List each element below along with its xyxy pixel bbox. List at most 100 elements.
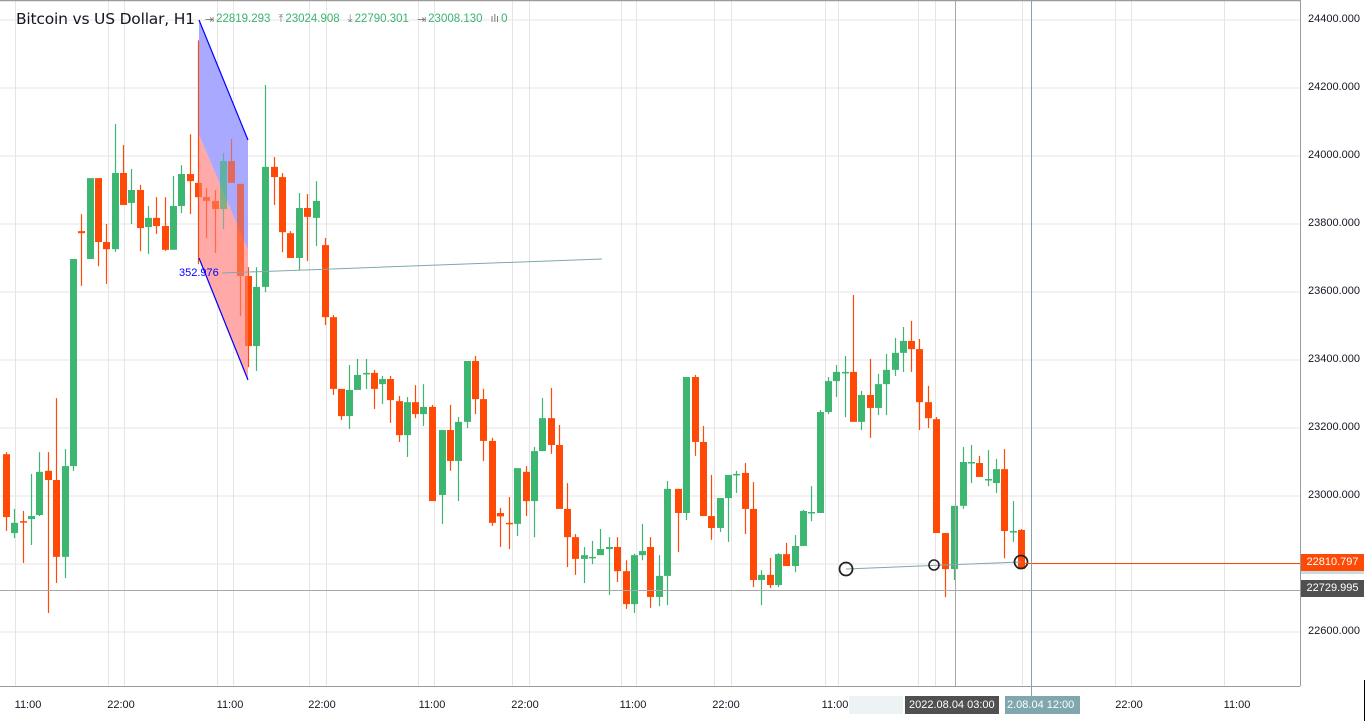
candle-body: [916, 349, 923, 403]
candle: [170, 176, 177, 250]
candle-body: [647, 547, 654, 597]
candle: [145, 205, 152, 254]
candle: [976, 455, 983, 477]
candle: [531, 447, 538, 538]
candle: [322, 237, 329, 325]
candle: [379, 375, 386, 404]
candle-body: [279, 177, 286, 233]
candle-body: [36, 471, 43, 516]
candle-body: [564, 508, 571, 538]
candle: [153, 197, 160, 234]
candle-body: [1010, 531, 1017, 533]
trend-anchor-circle: [928, 559, 940, 571]
candle-body: [614, 547, 621, 572]
candle-body: [742, 472, 749, 509]
candle: [120, 145, 127, 205]
candle: [1001, 449, 1008, 559]
candle: [767, 557, 774, 589]
time-axis-label: 11:00: [821, 699, 849, 711]
candle: [758, 570, 765, 606]
candle: [78, 214, 85, 286]
candle: [11, 508, 18, 539]
time-axis-label: 22:00: [511, 699, 539, 711]
candle: [523, 466, 530, 517]
candle-body: [3, 454, 10, 518]
price-axis-label: 24400.000: [1308, 13, 1360, 25]
candle-body: [447, 430, 454, 461]
candle: [750, 482, 757, 588]
candle-body: [387, 379, 394, 401]
candle: [95, 178, 102, 267]
candle: [792, 535, 799, 573]
candle-body: [346, 389, 353, 417]
candle-body: [597, 549, 604, 556]
candle-body: [153, 217, 160, 227]
candle-body: [531, 451, 538, 502]
time-axis-label: 11:00: [619, 699, 647, 711]
candle: [589, 540, 596, 564]
open-value: ⇥ 22819.293: [204, 13, 271, 26]
candle-body: [228, 161, 235, 183]
candle-body: [70, 259, 77, 467]
ohlc-values: ⇥ 22819.293 ⤒ 23024.908 ⤓ 22790.301 ⇥ 23008.…: [205, 13, 516, 26]
candle: [664, 481, 671, 606]
time-axis-label: 22:00: [308, 699, 336, 711]
candle-body: [506, 522, 513, 525]
candle-body: [439, 430, 446, 495]
candle-body: [62, 466, 69, 557]
current-price-tag: 22810.797: [1301, 554, 1364, 571]
triangle-drawing[interactable]: [199, 20, 248, 380]
trend-lines[interactable]: [198, 19, 1300, 577]
candle: [817, 409, 824, 513]
candle-body: [708, 516, 715, 528]
candle: [656, 555, 663, 607]
candle: [279, 173, 286, 253]
candle-body: [87, 178, 94, 260]
price-axis-label: 24200.000: [1308, 81, 1360, 93]
candle: [960, 447, 967, 509]
candle-body: [1018, 530, 1025, 570]
crosshair-price-tag: 22729.995: [1301, 580, 1364, 597]
open-arrow-icon: ⇥: [204, 13, 215, 26]
candle-body: [675, 488, 682, 513]
candle: [396, 396, 403, 442]
candle-body: [371, 372, 378, 389]
candle-body: [112, 173, 119, 250]
candle: [162, 197, 169, 251]
candle-body: [631, 555, 638, 605]
candle: [614, 537, 621, 583]
hidden-price-tag: [1301, 571, 1364, 574]
candle-body: [942, 533, 949, 570]
candle-body: [178, 174, 185, 206]
price-axis-label: 23200.000: [1308, 421, 1360, 433]
candle-body: [656, 575, 663, 597]
candle: [623, 560, 630, 609]
candle: [700, 425, 707, 517]
candle-body: [548, 418, 555, 445]
candle-body: [145, 217, 152, 228]
candle-body: [363, 372, 370, 375]
candle-body: [808, 511, 815, 514]
candle: [900, 327, 907, 372]
candle: [908, 320, 915, 372]
candle: [850, 295, 857, 422]
candle: [228, 139, 235, 183]
candle: [313, 181, 320, 247]
time-axis-label: 22:00: [712, 699, 740, 711]
candle-body: [287, 233, 294, 258]
candles: [3, 40, 1025, 613]
candle-body: [758, 574, 765, 580]
price-axis-label: 22600.000: [1308, 625, 1360, 637]
high-arrow-up-icon: ⤒: [278, 12, 284, 25]
candle: [87, 178, 94, 260]
candle-body: [700, 441, 707, 517]
candle-body: [750, 508, 757, 580]
candle-body: [867, 395, 874, 408]
candle-body: [581, 555, 588, 559]
candle-body: [960, 462, 967, 506]
candle: [606, 537, 613, 595]
triangle-lower-overlay: [199, 135, 248, 380]
candle: [783, 542, 790, 567]
